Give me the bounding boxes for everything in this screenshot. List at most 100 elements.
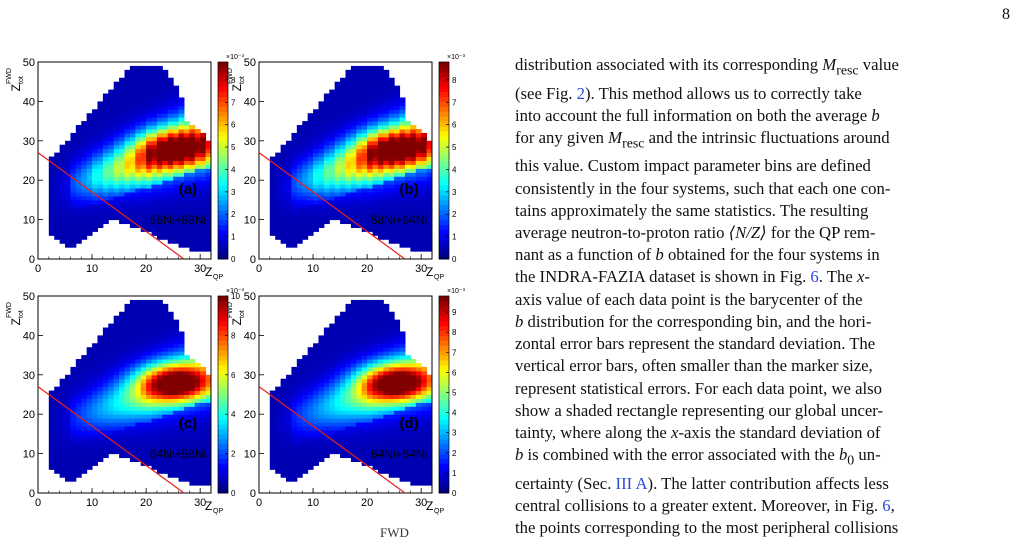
y-tick-label: 10 bbox=[23, 215, 35, 227]
colorbar-tick-label: 0 bbox=[452, 255, 457, 264]
colorbar-tick-label: 8 bbox=[231, 331, 236, 340]
x-tick-label: 10 bbox=[86, 497, 98, 509]
text-line: for any given Mresc and the intrinsic fl… bbox=[515, 127, 890, 152]
x-axis-label-sub: QP bbox=[434, 274, 444, 281]
x-tick-label: 10 bbox=[86, 263, 98, 275]
colorbar-tick-label: 4 bbox=[452, 409, 457, 418]
y-tick-label: 50 bbox=[244, 291, 256, 303]
colorbar bbox=[438, 61, 450, 260]
y-tick-label: 0 bbox=[29, 254, 35, 266]
colorbar-tick-label: 2 bbox=[452, 449, 457, 458]
text-line: certainty (Sec. III A). The latter contr… bbox=[515, 473, 889, 493]
colorbar-tick-label: 7 bbox=[452, 348, 457, 357]
y-tick-label: 50 bbox=[244, 57, 256, 69]
colorbar-tick-label: 5 bbox=[231, 143, 236, 152]
colorbar-tick-label: 0 bbox=[452, 489, 457, 498]
text-line: show a shaded rectangle representing our… bbox=[515, 400, 884, 420]
text-line: vertical error bars, often smaller than … bbox=[515, 356, 873, 376]
y-tick-label: 30 bbox=[23, 136, 35, 148]
x-axis-label: Z bbox=[426, 265, 433, 279]
colorbar-tick-label: 10 bbox=[231, 292, 240, 301]
x-axis-label-sub: QP bbox=[213, 508, 223, 515]
colorbar-tick-label: 8 bbox=[452, 76, 457, 85]
panel-tag: (d) bbox=[399, 415, 418, 432]
colorbar-tick-label: 3 bbox=[452, 429, 457, 438]
y-axis-label: Z bbox=[9, 84, 23, 91]
colorbar-tick-label: 4 bbox=[231, 165, 236, 174]
colorbar-tick-label: 6 bbox=[452, 121, 457, 130]
figure-ref-link[interactable]: 6 bbox=[810, 267, 819, 287]
text-line: central collisions to a greater extent. … bbox=[515, 495, 895, 515]
y-tick-label: 40 bbox=[244, 330, 256, 342]
colorbar-tick-label: 4 bbox=[231, 410, 236, 419]
y-tick-label: 20 bbox=[244, 409, 256, 421]
system-label: 64Ni+64Ni bbox=[371, 447, 427, 461]
text-line: into account the full information on bot… bbox=[515, 105, 880, 125]
colorbar bbox=[438, 295, 450, 494]
y-tick-label: 10 bbox=[244, 215, 256, 227]
x-tick-label: 20 bbox=[140, 497, 152, 509]
colorbar-tick-label: 2 bbox=[452, 210, 457, 219]
colorbar-tick-label: 6 bbox=[452, 368, 457, 377]
x-axis-label-sub: QP bbox=[213, 274, 223, 281]
y-tick-label: 0 bbox=[29, 488, 35, 500]
y-tick-label: 40 bbox=[23, 330, 35, 342]
x-tick-label: 20 bbox=[361, 263, 373, 275]
x-tick-label: 10 bbox=[307, 497, 319, 509]
y-tick-label: 20 bbox=[23, 409, 35, 421]
x-tick-label: 10 bbox=[307, 263, 319, 275]
y-axis-label-sup: FWD bbox=[227, 302, 234, 318]
colorbar-tick-label: 3 bbox=[452, 188, 457, 197]
y-tick-label: 40 bbox=[244, 96, 256, 108]
text-line: (see Fig. 2). This method allows us to c… bbox=[515, 83, 862, 103]
panel-tag: (b) bbox=[399, 181, 418, 198]
body-text-column: distribution associated with its corresp… bbox=[515, 54, 1012, 539]
colorbar-exponent: ×10⁻³ bbox=[447, 288, 466, 295]
text-line: b distribution for the corresponding bin… bbox=[515, 311, 872, 331]
y-tick-label: 30 bbox=[244, 136, 256, 148]
system-label: 58Ni+58Ni bbox=[150, 213, 206, 227]
colorbar-tick-label: 6 bbox=[231, 371, 236, 380]
x-axis-label: Z bbox=[205, 265, 212, 279]
figure-ref-link[interactable]: 2 bbox=[576, 83, 585, 103]
x-tick-label: 0 bbox=[256, 497, 262, 509]
text-line: this value. Custom impact parameter bins… bbox=[515, 156, 871, 176]
red-cut-line bbox=[258, 386, 406, 494]
y-tick-label: 30 bbox=[23, 370, 35, 382]
figure-caption-fragment: FWD bbox=[380, 525, 409, 540]
x-tick-label: 30 bbox=[415, 497, 427, 509]
colorbar-tick-label: 7 bbox=[452, 98, 457, 107]
colorbar-tick-label: 6 bbox=[231, 121, 236, 130]
colorbar-tick-label: 8 bbox=[231, 76, 236, 85]
section-ref-link[interactable]: III A bbox=[615, 473, 648, 493]
x-tick-label: 30 bbox=[194, 497, 206, 509]
text-line: distribution associated with its corresp… bbox=[515, 55, 899, 79]
system-label: 58Ni+64Ni bbox=[371, 213, 427, 227]
colorbar-exponent: ×10⁻³ bbox=[447, 54, 466, 61]
colorbar-tick-label: 7 bbox=[231, 98, 236, 107]
colorbar bbox=[217, 61, 229, 260]
y-tick-label: 50 bbox=[23, 57, 35, 69]
y-axis-label: Z bbox=[230, 84, 244, 91]
figure-ref-link[interactable]: 6 bbox=[882, 495, 891, 515]
x-axis-label: Z bbox=[426, 499, 433, 513]
page-number: 8 bbox=[1002, 6, 1010, 23]
y-axis-label: Z bbox=[9, 318, 23, 325]
colorbar-tick-label: 8 bbox=[452, 328, 457, 337]
system-label: 64Ni+58Ni bbox=[150, 447, 206, 461]
x-tick-label: 30 bbox=[415, 263, 427, 275]
y-axis-label-sup: FWD bbox=[227, 68, 234, 84]
y-tick-label: 40 bbox=[23, 96, 35, 108]
colorbar-tick-label: 1 bbox=[231, 233, 236, 242]
y-tick-label: 20 bbox=[244, 175, 256, 187]
text-line: zontal error bars represent the standard… bbox=[515, 334, 876, 354]
x-tick-label: 0 bbox=[35, 263, 41, 275]
text-line: b is combined with the error associated … bbox=[515, 445, 881, 469]
text-line: the points corresponding to the most per… bbox=[515, 518, 899, 538]
x-tick-label: 0 bbox=[35, 497, 41, 509]
colorbar-tick-label: 9 bbox=[452, 308, 457, 317]
panel-tag: (c) bbox=[179, 415, 197, 432]
